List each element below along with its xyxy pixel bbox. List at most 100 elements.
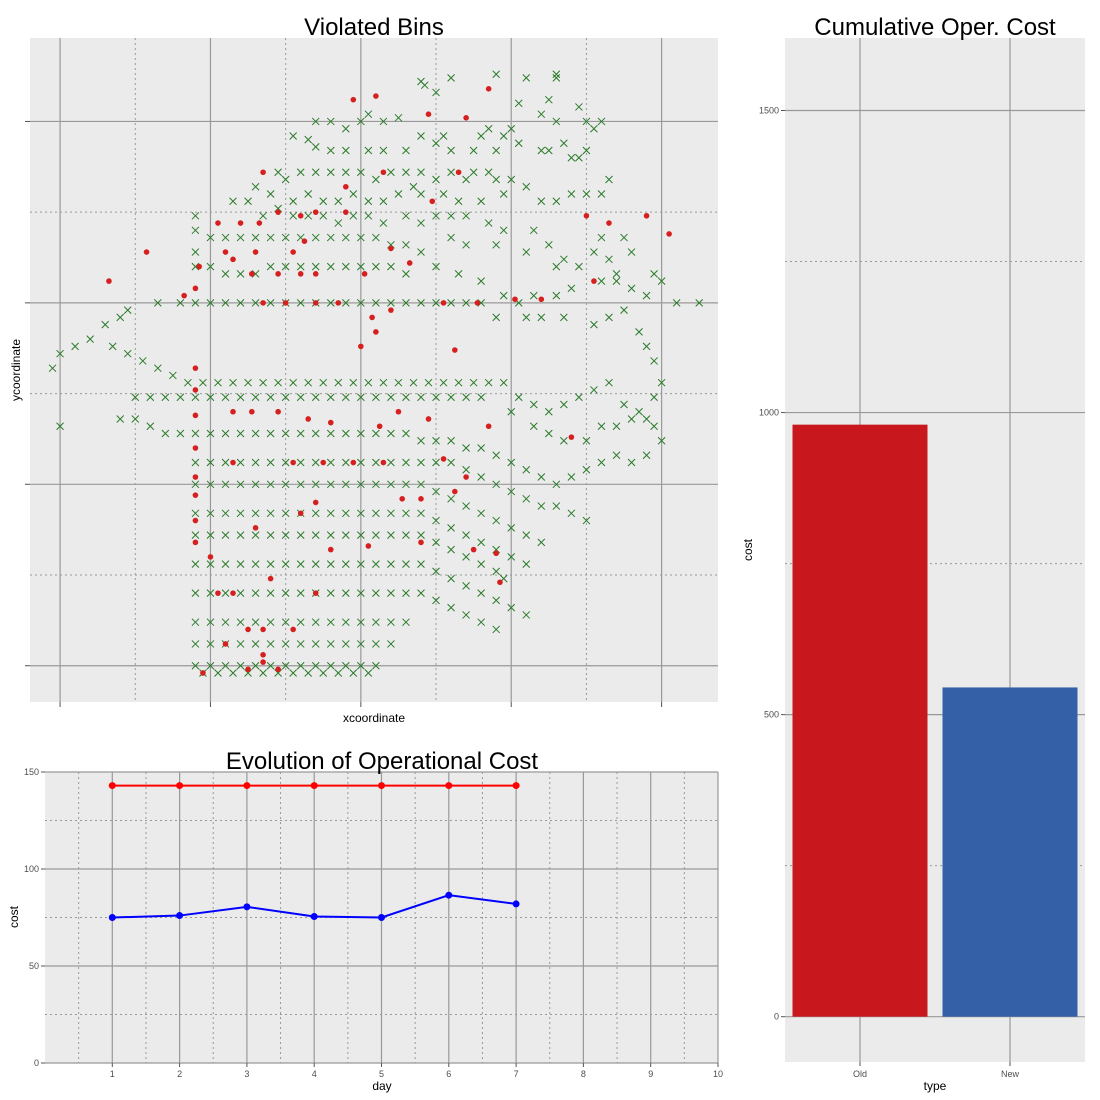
scatter-point-x — [221, 661, 230, 670]
scatter-point-dot — [470, 546, 477, 553]
scatter-point-x — [341, 509, 350, 518]
scatter-point-x — [447, 168, 455, 177]
scatter-point-x — [221, 458, 230, 467]
scatter-point-x — [484, 124, 493, 133]
scatter-point-x — [311, 168, 320, 177]
scatter-point-x — [462, 444, 470, 452]
scatter-point-x — [191, 393, 200, 402]
scatter-point-x — [259, 378, 267, 387]
scatter-point-x — [281, 531, 290, 539]
scatter-point-x — [590, 320, 598, 329]
scatter-point-x — [191, 248, 200, 256]
scatter-point-x — [296, 618, 305, 627]
scatter-point-x — [492, 146, 501, 155]
scatter-point-x — [48, 364, 57, 373]
scatter-point-x — [221, 299, 230, 307]
scatter-point-x — [432, 436, 440, 445]
scatter-point-dot — [373, 329, 379, 335]
scatter-point-x — [627, 284, 636, 293]
scatter-point-x — [326, 509, 335, 518]
cumulative-cost-bars — [792, 424, 1078, 1017]
scatter-point-x — [597, 277, 606, 285]
bar-old — [792, 424, 928, 1017]
scatter-point-x — [387, 618, 395, 627]
scatter-point-dot — [143, 249, 150, 255]
scatter-point-x — [251, 509, 260, 518]
scatter-point-x — [567, 153, 576, 162]
scatter-point-dot — [215, 590, 221, 596]
scatter-point-x — [529, 400, 538, 409]
scatter-point-x — [372, 299, 380, 307]
scatter-point-x — [447, 494, 455, 503]
scatter-point-x — [567, 509, 576, 518]
scatter-point-x — [537, 473, 546, 481]
scatter-point-x — [499, 132, 508, 140]
scatter-point-x — [522, 182, 531, 191]
scatter-point-dot — [369, 314, 375, 321]
scatter-point-x — [387, 531, 395, 539]
non-violated-bins-series — [48, 70, 704, 677]
scatter-point-x — [326, 146, 335, 155]
scatter-point-x — [131, 415, 140, 423]
scatter-point-x — [447, 436, 455, 445]
scatter-point-x — [341, 124, 350, 133]
series-point-new — [512, 900, 520, 908]
scatter-point-x — [477, 509, 486, 518]
scatter-point-x — [116, 415, 125, 423]
y-tick-label: 150 — [24, 767, 39, 777]
scatter-point-dot — [230, 459, 236, 466]
scatter-point-x — [650, 393, 658, 402]
scatter-point-x — [454, 197, 463, 206]
scatter-point-x — [522, 531, 531, 539]
series-point-old — [310, 782, 318, 790]
scatter-point-x — [447, 299, 455, 307]
scatter-point-dot — [192, 365, 199, 371]
scatter-point-x — [402, 480, 410, 489]
scatter-point-x — [439, 378, 448, 387]
scatter-point-x — [379, 117, 388, 126]
scatter-point-x — [387, 458, 395, 467]
scatter-point-x — [372, 618, 380, 627]
scatter-point-x — [499, 378, 508, 387]
scatter-point-x — [153, 364, 162, 373]
scatter-point-x — [372, 480, 380, 489]
scatter-point-dot — [260, 659, 266, 665]
scatter-point-x — [394, 190, 403, 198]
scatter-point-x — [402, 458, 410, 467]
scatter-point-x — [274, 378, 282, 387]
scatter-point-x — [206, 531, 215, 539]
scatter-point-x — [492, 516, 501, 525]
scatter-point-x — [304, 211, 313, 220]
scatter-point-dot — [583, 212, 590, 219]
scatter-point-x — [146, 393, 155, 402]
scatter-point-x — [552, 70, 561, 79]
scatter-point-x — [635, 328, 643, 336]
scatter-point-x — [597, 458, 606, 467]
scatter-point-x — [251, 589, 260, 598]
scatter-point-x — [349, 190, 358, 198]
scatter-point-dot — [192, 474, 199, 480]
scatter-point-x — [402, 168, 410, 177]
scatter-point-x — [206, 589, 215, 598]
scatter-point-x — [544, 146, 553, 155]
scatter-point-x — [507, 407, 516, 416]
scatter-point-x — [199, 378, 207, 387]
scatter-point-dot — [425, 111, 432, 117]
scatter-point-dot — [312, 209, 319, 215]
scatter-point-dot — [196, 263, 202, 270]
series-point-old — [512, 782, 520, 790]
scatter-point-x — [266, 458, 275, 467]
scatter-point-x — [582, 117, 591, 126]
scatter-point-dot — [380, 169, 387, 176]
scatter-point-x — [462, 393, 470, 402]
scatter-point-x — [372, 175, 380, 184]
scatter-point-x — [296, 589, 305, 598]
scatter-point-x — [236, 560, 245, 568]
scatter-point-x — [221, 429, 230, 438]
scatter-point-x — [552, 117, 561, 126]
scatter-point-dot — [192, 492, 199, 498]
scatter-point-x — [372, 429, 380, 438]
scatter-point-x — [492, 596, 501, 605]
scatter-point-x — [560, 313, 568, 322]
